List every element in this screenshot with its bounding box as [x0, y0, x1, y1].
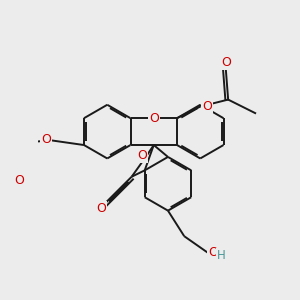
Text: O: O [137, 149, 147, 162]
Text: O: O [96, 202, 106, 215]
Text: O: O [208, 246, 218, 259]
Text: O: O [149, 112, 159, 125]
Text: O: O [202, 100, 211, 113]
Text: O: O [221, 56, 231, 69]
Text: O: O [41, 133, 51, 146]
Text: H: H [217, 249, 226, 262]
Text: O: O [14, 174, 24, 187]
